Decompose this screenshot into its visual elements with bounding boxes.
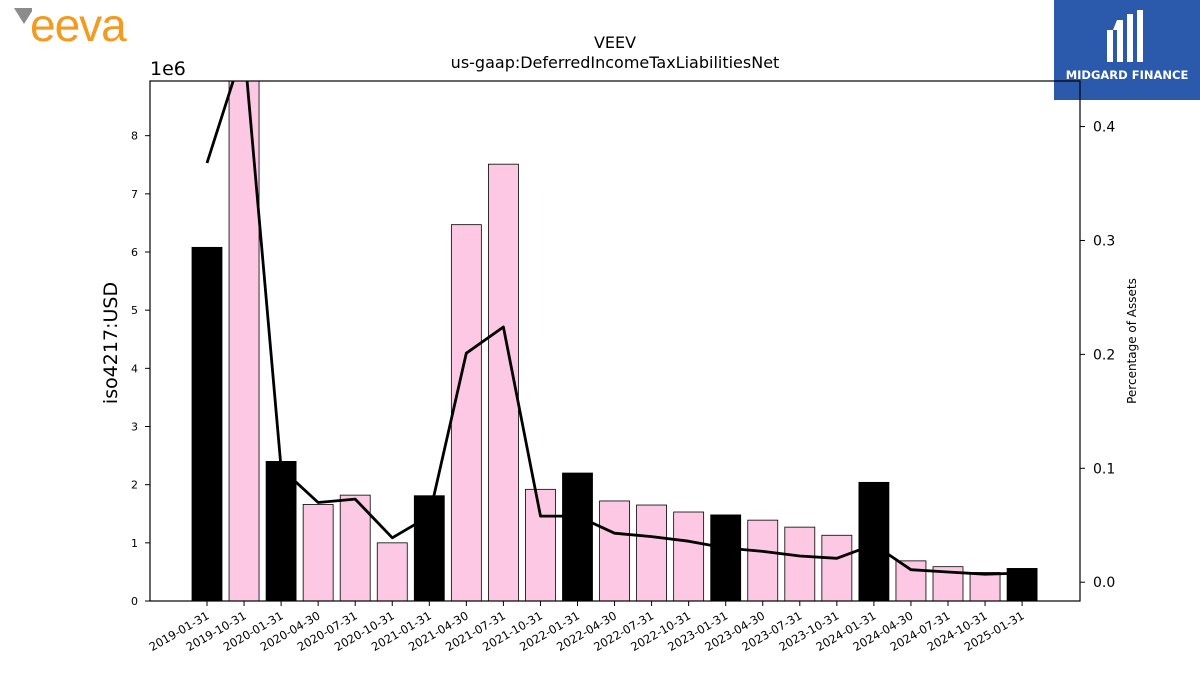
bars-layer	[191, 80, 1038, 602]
midgard-m-icon	[1107, 10, 1143, 62]
bar-2021-04-30	[450, 224, 482, 602]
y-tick-label: 3	[131, 421, 138, 434]
brand-logo-text: eeva	[30, 0, 127, 51]
partner-logo: MIDGARD FINANCE	[1054, 0, 1200, 100]
y-tick-label: 7	[131, 188, 138, 201]
y-tick-label: 5	[131, 304, 138, 317]
bar-2019-01-31	[191, 246, 223, 602]
bar-2022-07-31	[636, 504, 667, 602]
bar-2023-04-30	[747, 519, 779, 602]
line-layer	[205, 81, 1023, 576]
bar-2020-07-31	[339, 494, 371, 602]
bar-2024-01-31	[858, 481, 890, 602]
y2-tick-label: 0.3	[1093, 233, 1115, 249]
bar-2024-04-30	[895, 560, 927, 602]
bar-2023-07-31	[784, 526, 816, 602]
bar-2021-10-31	[525, 488, 556, 602]
bar-2020-04-30	[302, 504, 334, 602]
bar-2023-10-31	[821, 534, 853, 602]
percentage-line	[205, 81, 1023, 576]
y-tick-label: 1	[131, 537, 138, 550]
y2-tick-label: 0.1	[1093, 461, 1115, 477]
y-multiplier-label: 1e6	[150, 58, 186, 80]
x-axis: 2019-01-312019-10-312020-01-312020-04-30…	[147, 601, 1027, 654]
y-tick-label: 8	[131, 130, 138, 143]
chart-title: VEEV	[594, 33, 636, 52]
bar-2022-01-31	[562, 472, 593, 602]
bar-2022-04-30	[599, 500, 630, 602]
y-tick-label: 2	[131, 479, 138, 492]
veeva-v-icon	[14, 8, 32, 24]
y-axis: 0 1 2 3 4 5 6 7 8	[131, 130, 150, 608]
y-axis-label: iso4217:USD	[100, 282, 122, 404]
y2-tick-label: 0.2	[1093, 347, 1115, 363]
chart-subtitle: us-gaap:DeferredIncomeTaxLiabilitiesNet	[451, 53, 780, 72]
partner-logo-text: MIDGARD FINANCE	[1065, 68, 1189, 82]
bar-2020-01-31	[265, 461, 297, 602]
bar-2024-10-31	[969, 572, 1001, 602]
y2-axis-label: Percentage of Assets	[1125, 278, 1139, 404]
y2-tick-label: 0.4	[1093, 120, 1115, 136]
y-tick-label: 6	[131, 246, 138, 259]
bar-2023-01-31	[710, 514, 742, 602]
bar-2022-10-31	[673, 511, 705, 602]
y-tick-label: 0	[131, 595, 138, 608]
y-tick-label: 4	[131, 362, 138, 375]
y2-tick-label: 0.0	[1093, 575, 1115, 591]
bar-2020-10-31	[376, 542, 408, 602]
y2-axis: 0.0 0.1 0.2 0.3 0.4	[1080, 120, 1115, 591]
